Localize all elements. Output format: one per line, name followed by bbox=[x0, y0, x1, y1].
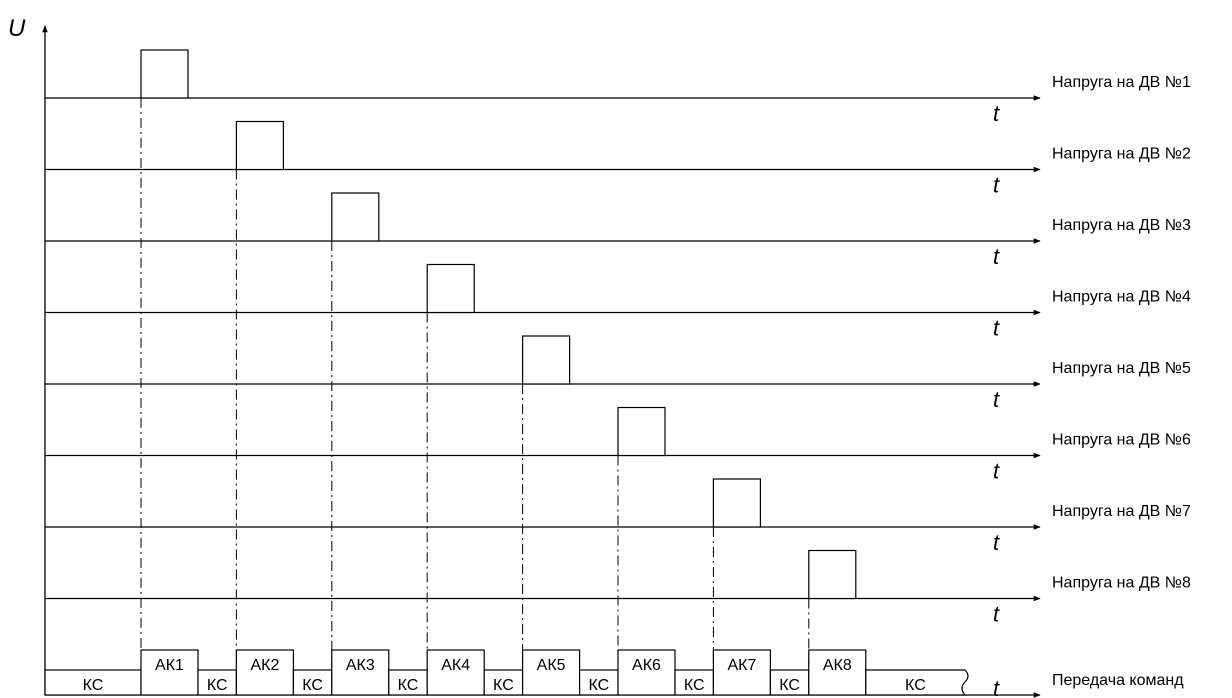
t-label-3: t bbox=[993, 244, 1000, 269]
channel-label-7: Напруга на ДВ №7 bbox=[1052, 503, 1191, 520]
channel-label-8: Напруга на ДВ №8 bbox=[1052, 575, 1191, 592]
pulse-3 bbox=[331, 192, 380, 242]
segment-ks-8: КС bbox=[769, 669, 810, 696]
segment-ks-9: КС bbox=[865, 669, 969, 696]
segment-ak-1: АК1 bbox=[140, 649, 199, 696]
t-label-1: t bbox=[993, 101, 1000, 126]
pulse-6 bbox=[617, 406, 666, 457]
segment-box bbox=[197, 669, 238, 696]
command-row: КС АК1 КС АК2 КС АК3 КС АК4 КС АК5 КС АК6 КС АК7 КС АК8… bbox=[44, 649, 1184, 698]
pulse-4 bbox=[426, 263, 475, 314]
segment-box bbox=[865, 669, 969, 696]
segment-label: АК8 bbox=[823, 657, 852, 674]
segment-label: КС bbox=[779, 677, 800, 694]
segment-ak-4: АК4 bbox=[426, 649, 485, 696]
segment-label: АК7 bbox=[727, 657, 756, 674]
segment-box bbox=[617, 649, 676, 696]
segment-ak-7: АК7 bbox=[712, 649, 772, 696]
channel-label-4: Напруга на ДВ №4 bbox=[1052, 289, 1191, 306]
segment-ks-2: КС bbox=[197, 669, 238, 696]
segment-label: КС bbox=[398, 677, 419, 694]
t-label-command: t bbox=[993, 676, 1000, 698]
t-label-2: t bbox=[993, 173, 1000, 198]
pulse-7 bbox=[712, 478, 762, 528]
segment-box bbox=[712, 649, 772, 696]
segment-label: АК5 bbox=[537, 657, 566, 674]
segment-label: КС bbox=[493, 677, 514, 694]
segment-ks-3: КС bbox=[292, 669, 333, 696]
segment-label: АК3 bbox=[346, 657, 375, 674]
channel-rows: t Напруга на ДВ №1 t Напруга на ДВ №2 t Напру… bbox=[45, 49, 1191, 627]
pulse-1 bbox=[140, 49, 189, 99]
segment-label: КС bbox=[905, 677, 926, 694]
channel-label-6: Напруга на ДВ №6 bbox=[1052, 432, 1191, 449]
segment-label: КС bbox=[588, 677, 609, 694]
t-label-4: t bbox=[993, 316, 1000, 341]
segment-ks-4: КС bbox=[388, 669, 428, 696]
t-label-7: t bbox=[993, 530, 1000, 555]
segment-ak-5: АК5 bbox=[521, 649, 581, 696]
segment-ak-3: АК3 bbox=[331, 649, 390, 696]
pulse-2 bbox=[235, 120, 284, 171]
pulse-5 bbox=[521, 335, 571, 385]
segment-box bbox=[331, 649, 390, 696]
segment-ks-7: КС bbox=[674, 669, 715, 696]
segment-box bbox=[235, 649, 294, 696]
command-label: Передача команд bbox=[1052, 672, 1184, 689]
channel-label-2: Напруга на ДВ №2 bbox=[1052, 146, 1191, 163]
segment-ks-6: КС bbox=[578, 669, 619, 696]
segment-label: АК1 bbox=[155, 657, 184, 674]
segment-label: АК4 bbox=[441, 657, 470, 674]
segment-label: КС bbox=[207, 677, 228, 694]
t-label-6: t bbox=[993, 459, 1000, 484]
segment-box bbox=[426, 649, 485, 696]
segment-box bbox=[769, 669, 810, 696]
channel-label-5: Напруга на ДВ №5 bbox=[1052, 360, 1191, 377]
channel-label-3: Напруга на ДВ №3 bbox=[1052, 217, 1191, 234]
segment-label: АК2 bbox=[250, 657, 279, 674]
segment-box bbox=[292, 669, 333, 696]
segment-label: КС bbox=[684, 677, 705, 694]
channel-label-1: Напруга на ДВ №1 bbox=[1052, 74, 1191, 91]
segment-ak-8: АК8 bbox=[808, 649, 867, 696]
t-label-5: t bbox=[993, 387, 1000, 412]
segment-label: КС bbox=[83, 677, 104, 694]
u-axis-label: U bbox=[8, 15, 26, 42]
segment-ak-2: АК2 bbox=[235, 649, 294, 696]
segment-ks-5: КС bbox=[483, 669, 524, 696]
segment-box bbox=[140, 649, 199, 696]
segment-box bbox=[578, 669, 619, 696]
sync-lines bbox=[140, 98, 810, 667]
t-label-8: t bbox=[993, 602, 1000, 627]
segment-label: АК6 bbox=[632, 657, 661, 674]
segment-box bbox=[44, 669, 142, 696]
segment-label: КС bbox=[302, 677, 323, 694]
segment-ks-1: КС bbox=[44, 669, 142, 696]
segment-box bbox=[674, 669, 715, 696]
pulse-8 bbox=[808, 549, 857, 600]
segment-ak-6: АК6 bbox=[617, 649, 676, 696]
